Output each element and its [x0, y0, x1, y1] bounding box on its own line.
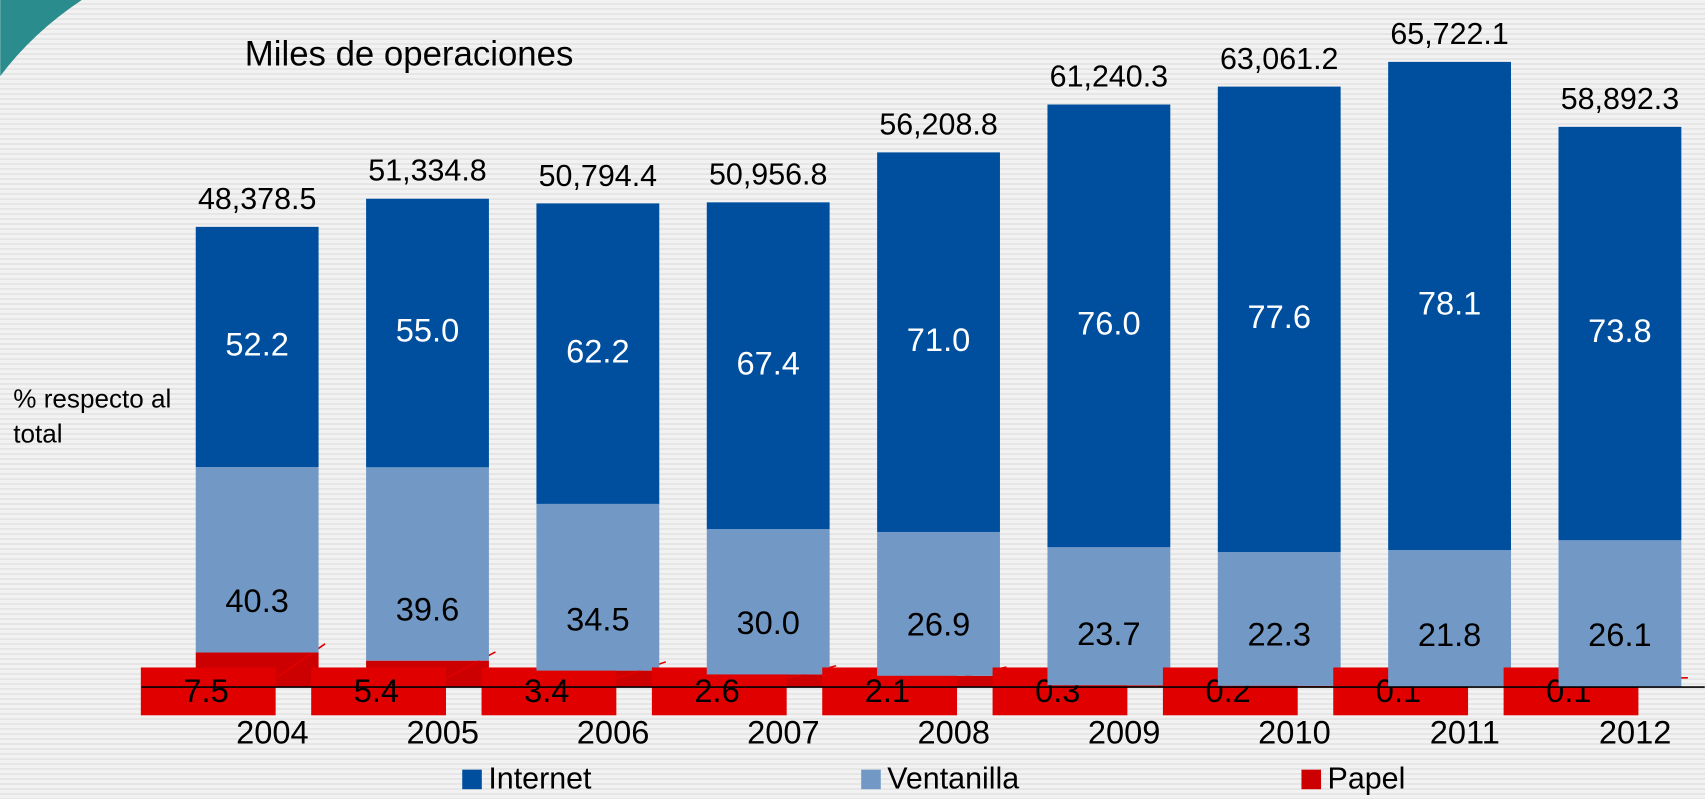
data-label: 77.6	[1247, 298, 1310, 335]
y-label-box: % respecto al total	[13, 384, 172, 449]
bar-segment	[536, 203, 660, 504]
x-tick-label: 2011	[1430, 713, 1500, 750]
data-label: 76.0	[1077, 304, 1140, 341]
x-tick-label: 2012	[1599, 713, 1672, 750]
bar-segment	[1217, 552, 1341, 686]
total-label: 50,956.8	[709, 157, 827, 191]
data-label: 2.1	[865, 672, 910, 709]
data-label: 78.1	[1418, 285, 1481, 322]
bar-segment	[366, 198, 489, 468]
label-box	[481, 667, 617, 716]
data-label: 22.3	[1247, 616, 1310, 653]
data-label: 62.2	[566, 332, 629, 369]
bar-segment	[195, 226, 319, 468]
bar-segment	[195, 467, 319, 653]
total-label: 48,378.5	[198, 182, 316, 216]
x-tick-label: 2008	[917, 713, 990, 750]
x-tick-label: 2005	[406, 713, 479, 750]
total-label: 50,794.4	[539, 159, 658, 193]
data-label: 5.4	[354, 672, 399, 709]
data-label: 26.1	[1588, 616, 1651, 653]
data-label: 34.5	[566, 600, 629, 637]
bar-segment	[1217, 86, 1341, 553]
data-label: 26.9	[907, 605, 970, 642]
bar-segment	[1388, 550, 1511, 687]
legend-swatch	[1301, 769, 1322, 790]
data-label: 3.4	[524, 672, 569, 709]
x-tick-label: 2006	[577, 713, 650, 750]
x-tick-label: 2004	[236, 713, 309, 750]
bar-segment	[877, 531, 1000, 676]
legend-swatch	[462, 769, 482, 790]
data-label: 2.6	[694, 672, 739, 709]
x-tick-label: 2009	[1088, 713, 1161, 750]
bar-segment	[706, 202, 830, 530]
label-box	[140, 667, 276, 716]
total-label: 61,240.3	[1050, 59, 1168, 93]
x-tick-label: 2010	[1258, 713, 1331, 750]
bar-segment	[1047, 104, 1171, 548]
legend-label: Ventanilla	[887, 762, 1019, 796]
bar-segment	[1558, 126, 1682, 541]
data-label: 40.3	[225, 582, 288, 619]
data-label: 73.8	[1588, 312, 1651, 349]
data-label: 67.4	[736, 344, 799, 381]
decoration	[0, 0, 82, 77]
total-label: 63,061.2	[1220, 42, 1338, 76]
data-label: 7.5	[183, 672, 228, 709]
y-axis-label: % respecto al total	[13, 384, 172, 449]
legend-swatch	[861, 769, 881, 790]
data-label: 52.2	[225, 326, 288, 363]
data-label: 55.0	[396, 312, 459, 349]
total-label: 51,334.8	[368, 154, 486, 188]
total-label: 65,722.1	[1390, 17, 1508, 51]
bar-segment	[366, 467, 489, 661]
bar-segment	[706, 529, 830, 675]
data-label: 23.7	[1077, 615, 1140, 652]
x-tick-label: 2007	[747, 713, 820, 750]
bar-segment	[1558, 540, 1682, 687]
total-label: 56,208.8	[879, 107, 997, 141]
data-label: 21.8	[1418, 616, 1481, 653]
data-label: 39.6	[396, 590, 459, 627]
legend-label: Papel	[1328, 762, 1406, 796]
label-box	[651, 667, 787, 716]
chart-title: Miles de operaciones	[245, 36, 574, 74]
total-label: 58,892.3	[1561, 82, 1679, 116]
data-label: 30.0	[736, 604, 799, 641]
bar-segment	[877, 152, 1000, 532]
bar-segment	[1388, 61, 1511, 551]
data-label: 71.0	[907, 321, 970, 358]
legend-label: Internet	[488, 762, 592, 796]
label-box	[311, 667, 446, 716]
bar-segment	[536, 503, 660, 671]
bar-segment	[1047, 547, 1171, 686]
